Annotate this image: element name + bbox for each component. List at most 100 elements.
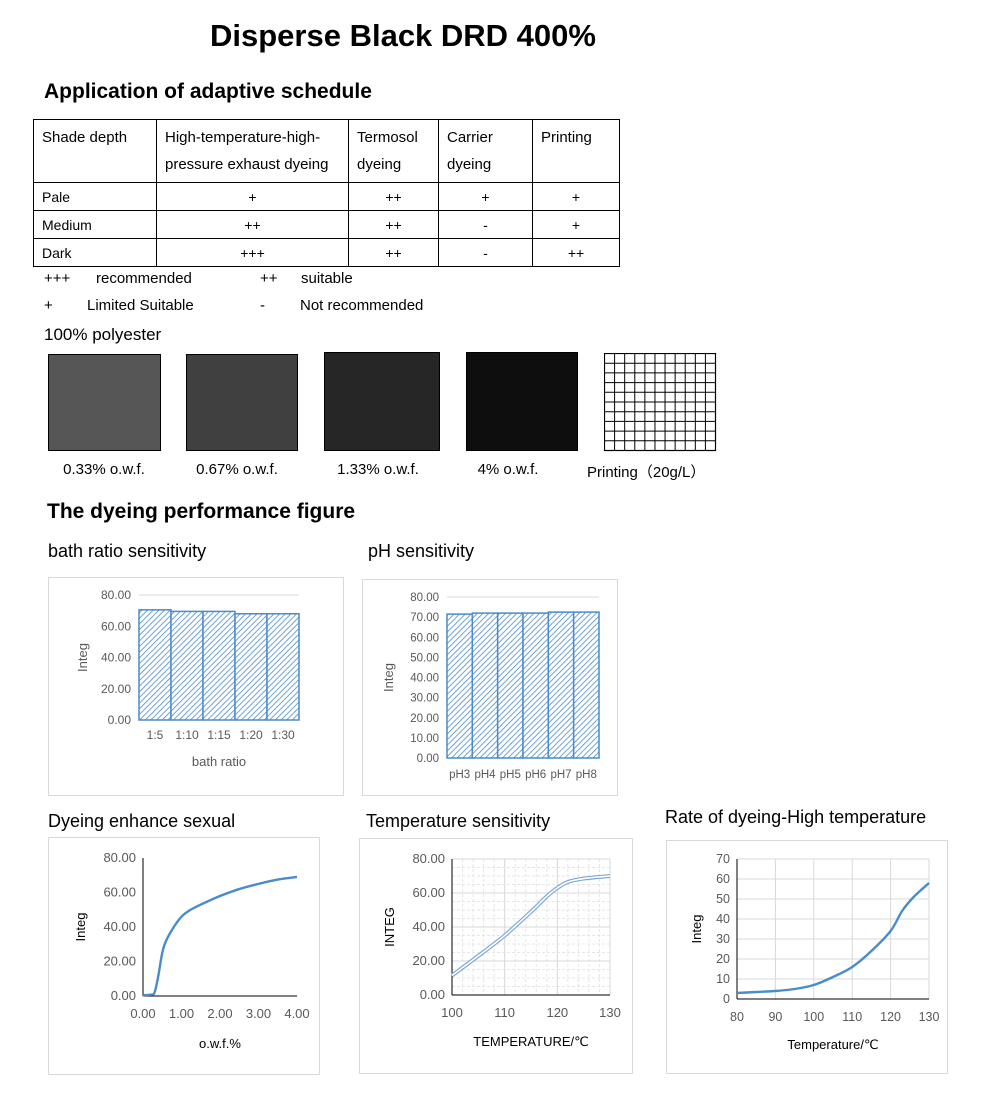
data-line (142, 875, 298, 997)
chart-title: Temperature sensitivity (366, 811, 551, 831)
y-tick-label: 80.00 (412, 851, 445, 866)
table-cell: ++ (532, 238, 620, 267)
x-tick-label: pH6 (525, 769, 546, 781)
y-tick-label: 80.00 (101, 588, 131, 602)
page-title: Disperse Black DRD 400% (210, 18, 596, 53)
bar (170, 610, 204, 721)
y-tick-label: 0 (723, 992, 730, 1006)
legend-symbol: +++ (44, 270, 71, 287)
x-tick-label: 1:10 (175, 728, 199, 742)
y-tick-label: 60.00 (103, 885, 136, 900)
legend-meaning: suitable (301, 270, 353, 287)
y-tick-label: 70 (716, 852, 730, 866)
bar (572, 611, 600, 759)
y-tick-label: 40.00 (412, 919, 445, 934)
y-tick-label: 40.00 (410, 673, 439, 685)
bar (522, 612, 550, 759)
y-tick-label: 10 (716, 972, 730, 986)
swatch-label: 0.67% o.w.f. (196, 461, 278, 478)
y-tick-label: 20.00 (410, 713, 439, 725)
y-tick-label: 80.00 (103, 850, 136, 865)
bar (266, 613, 300, 721)
bar (471, 612, 499, 759)
temperature-chart: 0.00 20.00 40.00 60.00 80.00 100 110 120 130 TEMP… (359, 838, 633, 1074)
x-axis-label: o.w.f.% (199, 1036, 241, 1051)
swatch-label: 1.33% o.w.f. (337, 461, 419, 478)
shade-swatch (186, 354, 298, 451)
y-axis-label: Integ (381, 663, 396, 692)
table-cell: ++ (156, 210, 349, 239)
x-tick-label: 110 (842, 1010, 862, 1024)
y-tick-label: 40.00 (101, 651, 131, 665)
chart-title: Dyeing enhance sexual (48, 811, 236, 831)
table-cell: + (438, 182, 533, 211)
chart-title: pH sensitivity (368, 541, 475, 561)
y-tick-label: 70.00 (410, 612, 439, 624)
table-row: Medium ++ ++ - + (33, 210, 620, 239)
x-tick-label: pH7 (550, 769, 571, 781)
shade-cell: Dark (33, 238, 157, 267)
shade-cell: Medium (33, 210, 157, 239)
y-tick-label: 0.00 (108, 713, 132, 727)
y-tick-label: 50 (716, 892, 730, 906)
x-tick-label: 130 (599, 1005, 621, 1020)
y-tick-label: 30.00 (410, 693, 439, 705)
x-tick-label: 0.00 (130, 1006, 155, 1021)
x-tick-label: 1:5 (147, 728, 164, 742)
y-tick-label: 20 (716, 952, 730, 966)
bath-ratio-chart: 0.00 20.00 40.00 60.00 80.00 1:5 1:10 1:15 1:20 1… (48, 577, 344, 796)
x-tick-label: 3.00 (246, 1006, 271, 1021)
table-header-row: Shade depth High-temperature-high-pressu… (33, 119, 620, 183)
legend-meaning: Not recommended (300, 297, 424, 314)
table-cell: + (532, 210, 620, 239)
x-tick-label: 1:30 (271, 728, 295, 742)
x-tick-label: 4.00 (284, 1006, 309, 1021)
schedule-table-wrap: Shade depth High-temperature-high-pressu… (33, 119, 620, 267)
x-tick-label: 80 (730, 1010, 744, 1024)
legend-meaning: recommended (96, 270, 192, 287)
table-cell: + (532, 182, 620, 211)
x-axis-label: Temperature/℃ (787, 1037, 878, 1052)
substrate-label: 100% polyester (44, 325, 162, 344)
y-axis-label: INTEG (382, 907, 397, 947)
table-cell: - (438, 238, 533, 267)
x-tick-label: pH4 (474, 769, 496, 781)
performance-heading: The dyeing performance figure (47, 500, 356, 523)
shade-swatch (324, 352, 440, 451)
bar (202, 610, 236, 721)
table-cell: ++ (348, 182, 439, 211)
y-tick-label: 60 (716, 872, 730, 886)
y-tick-label: 0.00 (420, 987, 445, 1002)
x-tick-label: pH8 (576, 769, 597, 781)
y-tick-label: 20.00 (103, 954, 136, 969)
schedule-heading: Application of adaptive schedule (44, 80, 372, 103)
chart-title: bath ratio sensitivity (48, 541, 207, 561)
x-tick-label: pH5 (500, 769, 521, 781)
swatch-label: 0.33% o.w.f. (63, 461, 145, 478)
x-tick-label: 1.00 (169, 1006, 194, 1021)
table-cell: ++ (348, 210, 439, 239)
y-tick-label: 50.00 (410, 652, 439, 664)
bar (446, 613, 474, 759)
x-tick-label: 90 (768, 1010, 782, 1024)
shade-swatch (466, 352, 578, 451)
table-cell: ++ (348, 238, 439, 267)
y-axis-label: Integ (689, 915, 704, 944)
legend-symbol: + (44, 297, 53, 314)
y-tick-label: 60.00 (410, 632, 439, 644)
y-tick-label: 60.00 (412, 885, 445, 900)
column-header: Printing (532, 119, 620, 183)
shade-cell: Pale (33, 182, 157, 211)
x-tick-label: 130 (919, 1010, 940, 1024)
y-tick-label: 80.00 (410, 592, 439, 604)
table-row: Dark +++ ++ - ++ (33, 238, 620, 267)
x-tick-label: 1:20 (239, 728, 263, 742)
x-tick-label: 120 (880, 1010, 901, 1024)
y-axis-label: Integ (75, 643, 90, 672)
y-tick-label: 0.00 (417, 753, 439, 765)
y-tick-label: 30 (716, 932, 730, 946)
x-tick-label: 1:15 (207, 728, 231, 742)
chart-title: Rate of dyeing-High temperature (665, 807, 927, 827)
y-axis-label: Integ (73, 913, 88, 942)
y-tick-label: 40.00 (103, 919, 136, 934)
